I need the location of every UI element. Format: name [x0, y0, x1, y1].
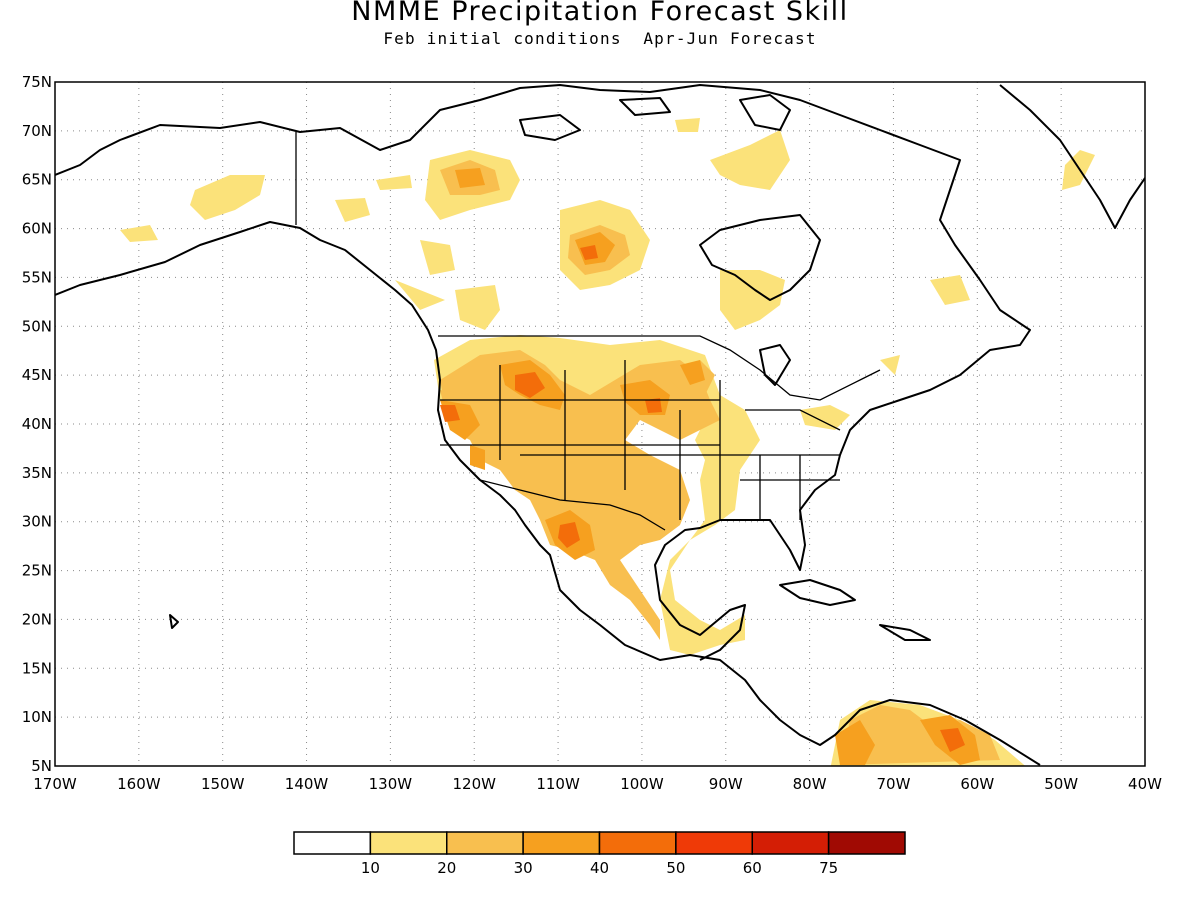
longitude-tick-label: 120W	[452, 775, 496, 793]
colorbar-bin	[598, 831, 677, 855]
longitude-tick-label: 40W	[1128, 775, 1162, 793]
latitude-tick-label: 45N	[22, 366, 52, 384]
latitude-tick-label: 70N	[22, 122, 52, 140]
longitude-tick-label: 170W	[33, 775, 77, 793]
latitude-labels: 75N 70N 65N 60N 55N 50N 45N 40N 35N 30N 25N 20N 15N 1…	[22, 73, 52, 775]
latitude-tick-label: 5N	[31, 757, 52, 775]
latitude-tick-label: 10N	[22, 708, 52, 726]
plot-frame	[54, 81, 1146, 767]
longitude-tick-label: 100W	[620, 775, 664, 793]
longitude-tick-label: 70W	[877, 775, 911, 793]
skill-level-40	[440, 245, 965, 752]
latitude-tick-label: 55N	[22, 268, 52, 286]
latitude-tick-label: 25N	[22, 562, 52, 580]
latitude-tick-label: 65N	[22, 171, 52, 189]
colorbar-bin	[827, 831, 906, 855]
colorbar: 10 20 30 40 50 60 75	[293, 831, 906, 877]
map-title: NMME Precipitation Forecast Skill	[351, 0, 849, 27]
borders	[295, 132, 881, 531]
latitude-tick-label: 75N	[22, 73, 52, 91]
longitude-tick-label: 90W	[709, 775, 743, 793]
longitude-tick-label: 80W	[793, 775, 827, 793]
latitude-tick-label: 15N	[22, 659, 52, 677]
colorbar-label: 30	[514, 859, 533, 877]
colorbar-bin	[293, 831, 372, 855]
coastlines	[55, 84, 1145, 766]
longitude-tick-label: 140W	[285, 775, 329, 793]
colorbar-label: 60	[743, 859, 762, 877]
latitude-tick-label: 35N	[22, 464, 52, 482]
longitude-tick-label: 50W	[1044, 775, 1078, 793]
longitude-tick-label: 110W	[536, 775, 580, 793]
skill-shading	[120, 118, 1095, 766]
latitude-tick-label: 50N	[22, 317, 52, 335]
map-subtitle: Feb initial conditions Apr-Jun Forecast	[383, 29, 817, 48]
colorbar-label: 40	[590, 859, 609, 877]
colorbar-label: 75	[819, 859, 838, 877]
latitude-tick-label: 30N	[22, 513, 52, 531]
longitude-tick-label: 160W	[117, 775, 161, 793]
latitude-tick-label: 40N	[22, 415, 52, 433]
colorbar-label: 50	[666, 859, 685, 877]
longitude-labels: 170W 160W 150W 140W 130W 120W 110W 100W 90W 80W 70…	[33, 775, 1162, 793]
longitude-tick-label: 150W	[201, 775, 245, 793]
colorbar-bin	[522, 831, 601, 855]
colorbar-label: 10	[361, 859, 380, 877]
colorbar-bin	[369, 831, 448, 855]
colorbar-label: 20	[437, 859, 456, 877]
latitude-tick-label: 20N	[22, 610, 52, 628]
longitude-tick-label: 60W	[960, 775, 994, 793]
colorbar-bin	[675, 831, 753, 855]
latitude-tick-label: 60N	[22, 220, 52, 238]
colorbar-bin	[446, 831, 524, 855]
colorbar-bin	[751, 831, 830, 855]
longitude-tick-label: 130W	[369, 775, 413, 793]
